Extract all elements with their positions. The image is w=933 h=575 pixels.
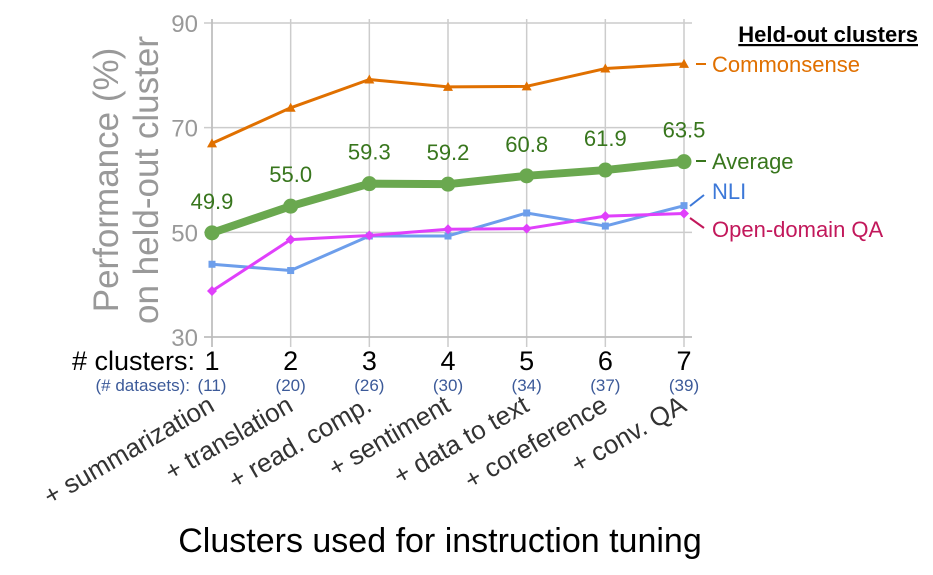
x-tick-label: 4	[440, 346, 455, 376]
series-layer	[204, 58, 692, 296]
data-point	[285, 102, 296, 112]
y-axis-label-line2: on held-out cluster	[127, 36, 166, 324]
data-point	[521, 223, 532, 234]
x-tick-label: 6	[598, 346, 613, 376]
data-point	[601, 222, 609, 230]
x-clusters-header: # clusters:	[72, 346, 195, 376]
data-point	[680, 202, 688, 210]
data-point	[679, 208, 689, 219]
data-point	[600, 63, 611, 73]
x-tick-label: 5	[519, 346, 534, 376]
data-point	[443, 224, 453, 235]
data-point	[440, 176, 456, 192]
data-label: 59.2	[427, 140, 470, 165]
y-axis-label-line1: Performance (%)	[87, 48, 126, 313]
data-point	[208, 260, 216, 268]
labels: 49.9 55.0 59.3 59.2 60.8 61.9 63.5 Commonsense A…	[191, 52, 884, 242]
data-point	[283, 198, 299, 214]
data-point	[676, 154, 692, 170]
data-point	[287, 267, 295, 275]
data-label: 55.0	[269, 162, 312, 187]
legend-entry: Commonsense	[712, 52, 860, 77]
data-point	[364, 230, 375, 241]
data-point	[519, 168, 535, 184]
legend-entry: Average	[712, 149, 794, 174]
x-datasets-header: (# datasets):	[96, 376, 191, 395]
dataset-count-label: (20)	[276, 376, 306, 395]
data-point	[444, 232, 452, 240]
legend-leader	[689, 217, 705, 229]
legend-entry: Open-domain QA	[712, 217, 884, 242]
x-tick-label: 2	[283, 346, 298, 376]
data-point	[600, 211, 611, 222]
data-label: 49.9	[191, 189, 234, 214]
data-point	[207, 138, 217, 148]
data-point	[204, 225, 220, 241]
data-label: 63.5	[663, 118, 706, 143]
x-tick-label: 1	[204, 346, 219, 376]
data-point	[443, 81, 453, 91]
data-label: 60.8	[505, 132, 548, 157]
y-tick-label: 70	[171, 116, 198, 143]
data-label: 61.9	[584, 126, 627, 151]
dataset-count-label: (26)	[354, 376, 384, 395]
data-point	[207, 285, 217, 296]
x-tick-label: 7	[676, 346, 691, 376]
dataset-count-label: (30)	[433, 376, 463, 395]
data-point	[285, 234, 296, 245]
data-point	[361, 176, 377, 192]
legend-title: Held-out clusters	[738, 22, 918, 47]
y-tick-label: 50	[171, 220, 198, 247]
y-tick-label: 90	[171, 11, 198, 38]
data-point	[597, 162, 613, 178]
legend-leader	[689, 194, 705, 207]
x-axis-title: Clusters used for instruction tuning	[178, 522, 701, 560]
x-tick-label: 3	[362, 346, 377, 376]
dataset-count-label: (34)	[512, 376, 542, 395]
data-point	[523, 209, 531, 217]
data-point	[679, 58, 689, 68]
dataset-count-label: (39)	[669, 376, 699, 395]
dataset-count-label: (11)	[198, 376, 227, 395]
legend-entry: NLI	[712, 179, 746, 204]
data-point	[364, 74, 375, 84]
data-label: 59.3	[348, 140, 391, 165]
data-point	[521, 81, 532, 91]
y-tick-label: 30	[171, 325, 198, 352]
dataset-count-label: (37)	[590, 376, 620, 395]
